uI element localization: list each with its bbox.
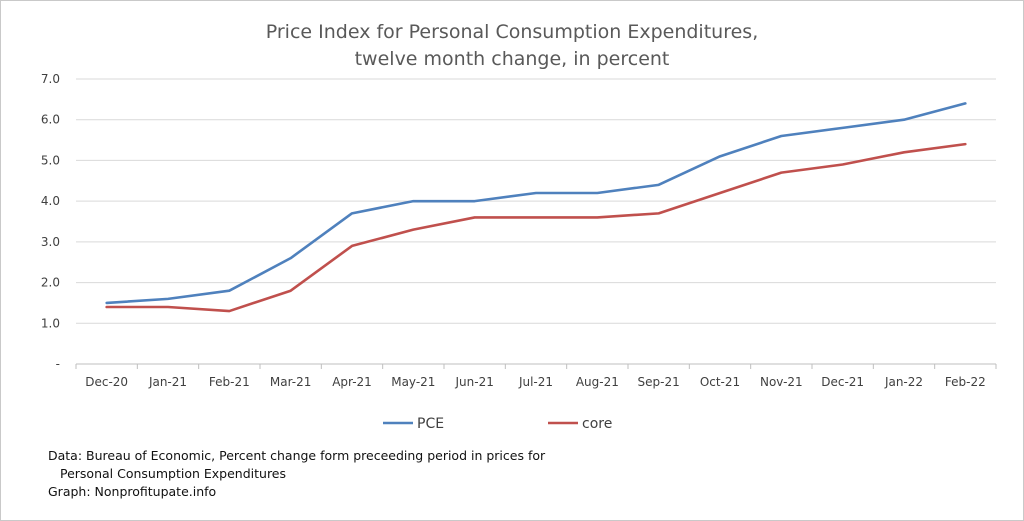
series-line-core: [105, 142, 967, 313]
y-tick-label: 5.0: [41, 153, 60, 167]
legend: PCE core: [383, 416, 612, 432]
y-tick-label: -: [56, 357, 60, 371]
x-tick-label: Jan-21: [148, 375, 187, 389]
x-tick-label: Aug-21: [576, 375, 619, 389]
series-lines: [105, 102, 967, 313]
x-tick-label: Dec-20: [85, 375, 128, 389]
legend-label-pce: PCE: [417, 416, 444, 432]
chart-title-line-1: Price Index for Personal Consumption Exp…: [266, 21, 758, 43]
y-tick-label: 3.0: [41, 235, 60, 249]
x-tick-label: May-21: [391, 375, 435, 389]
y-axis-tick-labels: - 1.0 2.0 3.0 4.0 5.0 6.0 7.0: [41, 72, 60, 371]
x-tick-label: Feb-22: [945, 375, 986, 389]
x-tick-label: Jan-22: [884, 375, 923, 389]
x-tick-label: Jul-21: [518, 375, 553, 389]
y-tick-label: 6.0: [41, 113, 60, 127]
x-tick-label: Jun-21: [454, 375, 493, 389]
series-line-pce: [105, 102, 967, 305]
chart-title-line-2: twelve month change, in percent: [355, 48, 670, 70]
x-axis: [75, 363, 997, 369]
gridlines: [76, 78, 996, 324]
x-axis-tick-labels: Dec-20 Jan-21 Feb-21 Mar-21 Apr-21 May-21 Jun-…: [85, 375, 986, 389]
x-tick-label: Sep-21: [638, 375, 680, 389]
source-note-line-1: Data: Bureau of Economic, Percent change…: [48, 448, 546, 463]
chart-title: Price Index for Personal Consumption Exp…: [266, 21, 758, 70]
graph-credit: Graph: Nonprofitupate.info: [48, 484, 217, 499]
x-tick-label: Feb-21: [209, 375, 250, 389]
source-note-line-2: Personal Consumption Expenditures: [60, 466, 287, 481]
x-tick-label: Dec-21: [821, 375, 864, 389]
y-tick-label: 1.0: [41, 316, 60, 330]
x-tick-label: Apr-21: [332, 375, 372, 389]
x-tick-label: Mar-21: [270, 375, 311, 389]
x-tick-label: Oct-21: [700, 375, 740, 389]
legend-label-core: core: [582, 416, 612, 432]
y-tick-label: 2.0: [41, 276, 60, 290]
source-notes: Data: Bureau of Economic, Percent change…: [48, 447, 545, 501]
y-tick-label: 7.0: [41, 72, 60, 86]
y-tick-label: 4.0: [41, 194, 60, 208]
x-tick-label: Nov-21: [760, 375, 803, 389]
